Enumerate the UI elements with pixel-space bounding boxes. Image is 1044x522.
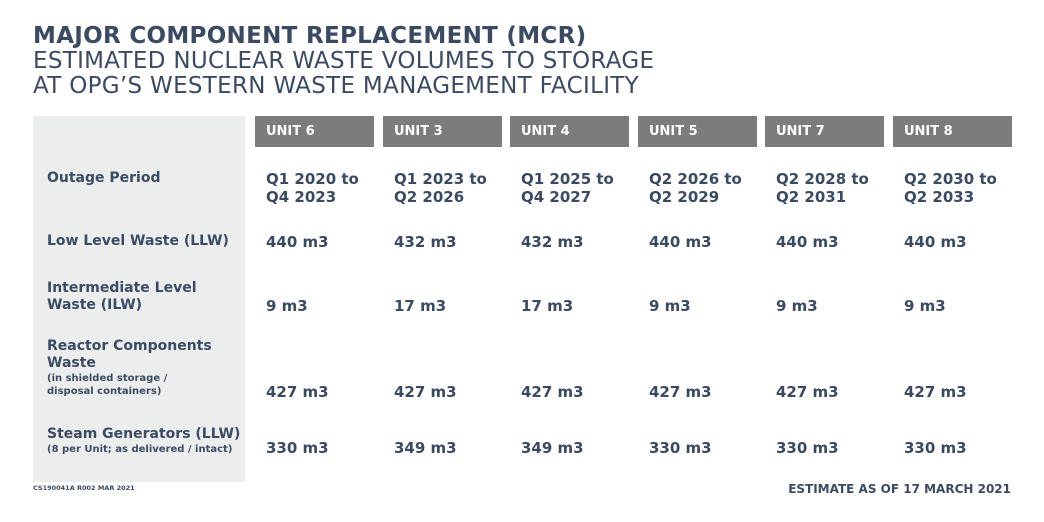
title-line-1: MAJOR COMPONENT REPLACEMENT (MCR) [33,23,587,49]
outage-cell: Q2 2028 to Q2 2031 [776,170,869,206]
unit-header: UNIT 3 [383,116,502,147]
row-note-steam: (8 per Unit; as delivered / intact) [47,444,233,455]
row-label-outage: Outage Period [47,170,161,186]
row-note-reactor-line1: (in shielded storage / [47,373,168,384]
row-label-ilw-line2: Waste (ILW) [47,297,143,313]
ilw-cell: 9 m3 [776,297,818,315]
steam-cell: 349 m3 [521,439,584,457]
outage-cell: Q1 2023 to Q2 2026 [394,170,487,206]
reactor-cell: 427 m3 [776,383,839,401]
row-label-ilw: Intermediate Level Waste (ILW) [47,280,197,314]
unit-header: UNIT 8 [893,116,1012,147]
row-note-reactor-line2: disposal containers) [47,386,162,397]
steam-cell: 349 m3 [394,439,457,457]
reactor-cell: 427 m3 [394,383,457,401]
llw-cell: 440 m3 [649,233,712,251]
row-label-steam: Steam Generators (LLW) (8 per Unit; as d… [47,426,240,456]
llw-cell: 440 m3 [266,233,329,251]
ilw-cell: 17 m3 [394,297,447,315]
outage-cell: Q1 2020 to Q4 2023 [266,170,359,206]
outage-cell: Q2 2026 to Q2 2029 [649,170,742,206]
outage-cell: Q2 2030 to Q2 2033 [904,170,997,206]
unit-header: UNIT 4 [510,116,629,147]
title-line-2: ESTIMATED NUCLEAR WASTE VOLUMES TO STORA… [33,48,655,74]
row-label-ilw-line1: Intermediate Level [47,280,197,296]
row-label-reactor-line2: Waste [47,355,96,371]
llw-cell: 440 m3 [776,233,839,251]
unit-header: UNIT 7 [765,116,884,147]
ilw-cell: 17 m3 [521,297,574,315]
ilw-cell: 9 m3 [904,297,946,315]
row-label-steam-text: Steam Generators (LLW) [47,426,241,442]
reactor-cell: 427 m3 [266,383,329,401]
ilw-cell: 9 m3 [266,297,308,315]
reactor-cell: 427 m3 [521,383,584,401]
row-label-reactor-line1: Reactor Components [47,338,212,354]
row-label-reactor: Reactor Components Waste (in shielded st… [47,338,212,398]
steam-cell: 330 m3 [649,439,712,457]
title-line-3: AT OPG’S WESTERN WASTE MANAGEMENT FACILI… [33,73,639,99]
estimate-date: ESTIMATE AS OF 17 MARCH 2021 [788,482,1011,496]
llw-cell: 432 m3 [394,233,457,251]
unit-header: UNIT 6 [255,116,374,147]
reactor-cell: 427 m3 [649,383,712,401]
ilw-cell: 9 m3 [649,297,691,315]
steam-cell: 330 m3 [904,439,967,457]
steam-cell: 330 m3 [266,439,329,457]
row-label-llw: Low Level Waste (LLW) [47,233,229,249]
document-code: CS190041A R002 MAR 2021 [33,484,135,492]
reactor-cell: 427 m3 [904,383,967,401]
row-label-column [33,116,245,482]
llw-cell: 440 m3 [904,233,967,251]
llw-cell: 432 m3 [521,233,584,251]
unit-header: UNIT 5 [638,116,757,147]
page-title: MAJOR COMPONENT REPLACEMENT (MCR) ESTIMA… [33,23,654,99]
steam-cell: 330 m3 [776,439,839,457]
outage-cell: Q1 2025 to Q4 2027 [521,170,614,206]
